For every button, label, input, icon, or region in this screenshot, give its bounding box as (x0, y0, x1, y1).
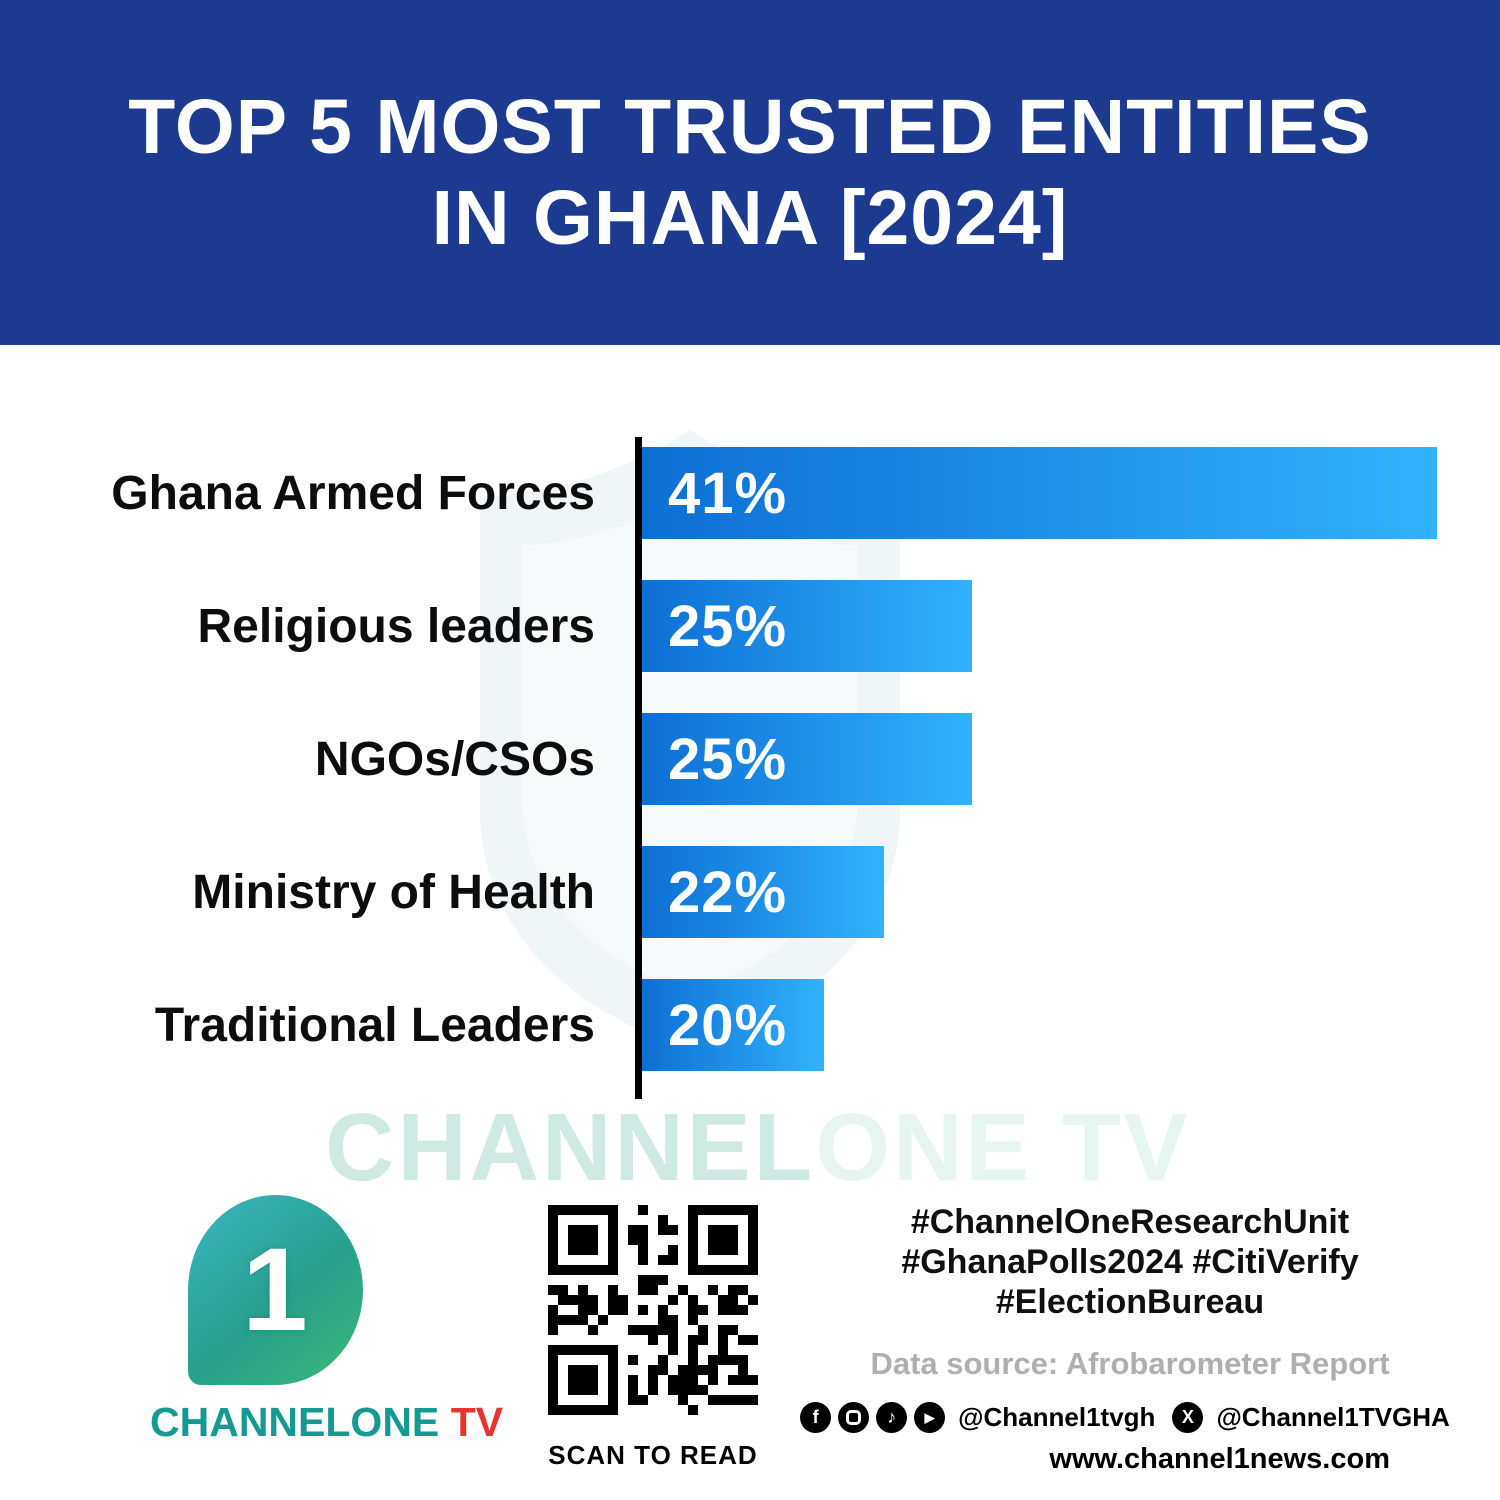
bar-value-label: 25% (668, 726, 788, 792)
bar: 41% (642, 447, 1437, 539)
chart-row: Ministry of Health 22% (0, 846, 1500, 938)
logo-wordmark: CHANNELONE TV (150, 1399, 503, 1446)
chart-rows: Ghana Armed Forces 41% Religious leaders 25… (0, 447, 1500, 1071)
x-icon: X (1172, 1402, 1204, 1434)
chart-axis-line (635, 437, 642, 1099)
tiktok-icon: ♪ (876, 1402, 908, 1434)
logo-wordmark-tv: TV (439, 1399, 504, 1445)
bar: 22% (642, 846, 884, 938)
bar-value-label: 25% (668, 593, 788, 659)
youtube-icon: ▶ (914, 1402, 946, 1434)
category-label: Ministry of Health (192, 865, 595, 919)
category-label: Religious leaders (197, 599, 595, 653)
category-label: Traditional Leaders (154, 998, 595, 1052)
bar-value-label: 41% (668, 460, 788, 526)
website-url: www.channel1news.com (1049, 1443, 1390, 1476)
header-banner: TOP 5 MOST TRUSTED ENTITIES IN GHANA [20… (0, 0, 1500, 345)
social-row: f ♪ ▶ @Channel1tvgh X @Channel1TVGHA (800, 1402, 1460, 1434)
footer-info: #ChannelOneResearchUnit #GhanaPolls2024 … (800, 1202, 1450, 1476)
bar-chart: Ghana Armed Forces 41% Religious leaders 25… (0, 437, 1500, 1099)
chart-row: Traditional Leaders 20% (0, 979, 1500, 1071)
page-title-line2: IN GHANA [2024] (431, 174, 1069, 261)
bar: 25% (642, 580, 972, 672)
watermark-part2: ONE TV (815, 1094, 1191, 1201)
social-handle-2: @Channel1TVGHA (1216, 1402, 1450, 1433)
channel-one-text-watermark: CHANNELONE TV (325, 1093, 1191, 1203)
qr-caption: SCAN TO READ (548, 1440, 758, 1470)
channel-one-logo: 1 CHANNELONE TV (150, 1195, 503, 1446)
category-label: Ghana Armed Forces (111, 466, 595, 520)
category-label: NGOs/CSOs (314, 732, 595, 786)
bar-value-label: 22% (668, 859, 788, 925)
watermark-part1: CHANNEL (325, 1094, 816, 1201)
bar: 25% (642, 713, 972, 805)
facebook-icon: f (800, 1402, 832, 1434)
chart-row: NGOs/CSOs 25% (0, 713, 1500, 805)
bar: 20% (642, 979, 824, 1071)
hashtags-line1: #ChannelOneResearchUnit (910, 1203, 1350, 1241)
instagram-icon (838, 1402, 870, 1434)
qr-code (542, 1200, 764, 1422)
data-source-label: Data source: Afrobarometer Report (870, 1346, 1390, 1382)
bar-value-label: 20% (668, 992, 788, 1058)
social-handle-1: @Channel1tvgh (958, 1402, 1156, 1433)
chart-row: Ghana Armed Forces 41% (0, 447, 1500, 539)
logo-wordmark-main: CHANNELONE (150, 1399, 440, 1445)
chart-row: Religious leaders 25% (0, 580, 1500, 672)
footer: 1 CHANNELONE TV SCAN TO READ #ChannelOne… (0, 1180, 1500, 1500)
qr-block: SCAN TO READ (538, 1200, 768, 1471)
logo-pick-icon: 1 (187, 1195, 363, 1385)
logo-numeral: 1 (242, 1224, 308, 1356)
page-title-line1: TOP 5 MOST TRUSTED ENTITIES (128, 83, 1372, 170)
hashtags-line2: #GhanaPolls2024 #CitiVerify (901, 1243, 1359, 1282)
hashtags-line3: #ElectionBureau (995, 1283, 1265, 1322)
